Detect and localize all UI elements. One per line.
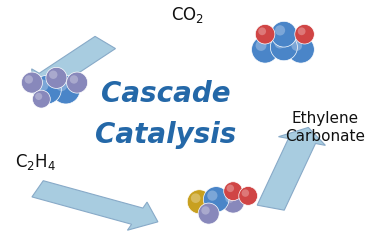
Text: CO$_2$: CO$_2$	[171, 5, 205, 25]
Ellipse shape	[241, 189, 249, 197]
Ellipse shape	[298, 27, 306, 35]
Text: Catalysis: Catalysis	[95, 121, 236, 148]
Text: Ethylene: Ethylene	[292, 110, 359, 126]
Ellipse shape	[271, 21, 297, 47]
Ellipse shape	[32, 90, 50, 108]
Ellipse shape	[56, 80, 67, 91]
Ellipse shape	[270, 34, 297, 61]
Ellipse shape	[191, 193, 200, 203]
Ellipse shape	[224, 182, 243, 201]
Polygon shape	[32, 36, 115, 90]
Polygon shape	[32, 181, 158, 230]
Ellipse shape	[239, 186, 258, 205]
Ellipse shape	[24, 75, 33, 84]
Ellipse shape	[287, 36, 314, 63]
Ellipse shape	[187, 190, 211, 214]
Ellipse shape	[35, 93, 42, 100]
Ellipse shape	[274, 38, 285, 49]
Ellipse shape	[33, 75, 61, 104]
Ellipse shape	[207, 190, 217, 201]
Ellipse shape	[291, 40, 302, 51]
Polygon shape	[257, 127, 325, 210]
Ellipse shape	[46, 67, 67, 88]
Ellipse shape	[226, 185, 234, 192]
Ellipse shape	[222, 190, 244, 213]
Ellipse shape	[252, 36, 279, 63]
Ellipse shape	[67, 72, 88, 93]
Ellipse shape	[198, 203, 219, 224]
Ellipse shape	[258, 27, 266, 35]
Ellipse shape	[225, 194, 234, 203]
Text: C$_2$H$_4$: C$_2$H$_4$	[15, 152, 56, 172]
Ellipse shape	[70, 75, 78, 84]
Ellipse shape	[295, 25, 314, 44]
Ellipse shape	[256, 40, 267, 51]
Ellipse shape	[255, 25, 275, 44]
Ellipse shape	[201, 206, 210, 215]
Ellipse shape	[203, 187, 229, 212]
Ellipse shape	[21, 72, 42, 93]
Ellipse shape	[52, 75, 80, 104]
Ellipse shape	[49, 71, 58, 79]
Ellipse shape	[37, 80, 49, 91]
Ellipse shape	[275, 25, 285, 35]
Text: Carbonate: Carbonate	[285, 129, 365, 144]
Text: Cascade: Cascade	[101, 80, 230, 108]
